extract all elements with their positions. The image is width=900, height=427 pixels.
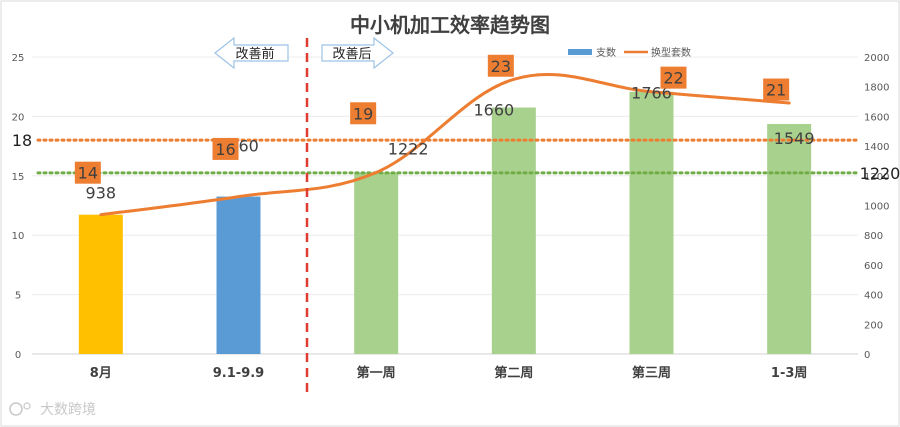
reference-line-label: 18 [12,131,32,150]
right-tick-label: 800 [864,231,883,242]
line-value-box [350,102,377,125]
line-value-box [74,161,101,184]
bar-data-labels: 93810601222166017661549 [86,84,815,203]
left-tick-label: 25 [12,53,25,64]
category-label: 第一周 [357,365,396,381]
line-value-label: 22 [663,69,683,88]
line-value-label: 21 [766,81,786,100]
category-label: 第二周 [494,365,533,381]
left-tick-label: 10 [12,231,25,242]
legend-label-line: 换型套数 [651,46,691,59]
after-label: 改善后 [332,46,371,62]
category-label: 8月 [90,366,112,381]
right-tick-label: 1200 [864,172,889,183]
right-tick-label: 0 [864,350,870,361]
right-tick-label: 200 [864,320,883,331]
after-arrow: 改善后 [321,36,394,70]
watermark: 大数跨境 [9,402,96,418]
bar [216,196,261,354]
line-series [99,72,791,217]
right-tick-label: 1000 [864,202,889,213]
left-tick-label: 15 [12,172,25,183]
chart-title: 中小机加工效率趋势图 [350,13,550,37]
category-label: 第三周 [632,365,671,381]
bar [629,91,674,355]
reference-lines: 18 1220 [12,131,900,183]
right-tick-label: 1800 [864,83,889,94]
line-value-box [487,54,514,77]
line-value-box [763,78,790,101]
bar [354,172,399,354]
watermark-logo-icon [9,402,23,416]
legend-swatch-bar [568,49,592,55]
bar [78,214,123,354]
reference-line-label: 1220 [860,164,900,183]
left-tick-label: 0 [15,350,21,361]
category-axis: 8月 9.1-9.9 第一周 第二周 第三周 1-3周 [90,365,808,381]
line-value-label: 16 [215,140,235,159]
before-label: 改善前 [235,46,274,62]
line-value-label: 19 [353,104,373,123]
bar-series [78,91,812,355]
line-value-label: 23 [491,57,511,76]
legend: 支数 换型套数 [568,46,691,59]
left-tick-label: 5 [15,291,21,302]
category-label: 9.1-9.9 [213,366,264,381]
bar-value-label: 1222 [388,140,429,159]
line-data-labels: 14 16 19 23 22 21 [74,54,790,184]
bar-value-label: 938 [86,184,117,203]
line-value-box [660,66,687,89]
right-tick-label: 1600 [864,112,889,123]
bar-value-label: 1549 [774,129,815,148]
right-tick-label: 600 [864,261,883,272]
right-tick-label: 400 [864,291,883,302]
left-axis: 0 5 10 15 20 25 [12,53,25,361]
before-arrow: 改善前 [214,36,289,70]
line-value-label: 14 [78,164,98,183]
right-axis: 0 200 400 600 800 1000 1200 1400 1600 1800 2000 [864,53,889,361]
line-path [99,72,791,217]
right-tick-label: 2000 [864,53,889,64]
bar [491,107,536,355]
line-value-box [212,137,239,160]
watermark-text: 大数跨境 [40,402,96,418]
bar [767,123,812,354]
right-tick-label: 1400 [864,142,889,153]
category-label: 1-3周 [771,366,808,381]
grid-lines [32,56,858,355]
legend-label-bar: 支数 [596,46,616,59]
left-tick-label: 20 [12,112,25,123]
bar-value-label: 1660 [473,100,514,119]
